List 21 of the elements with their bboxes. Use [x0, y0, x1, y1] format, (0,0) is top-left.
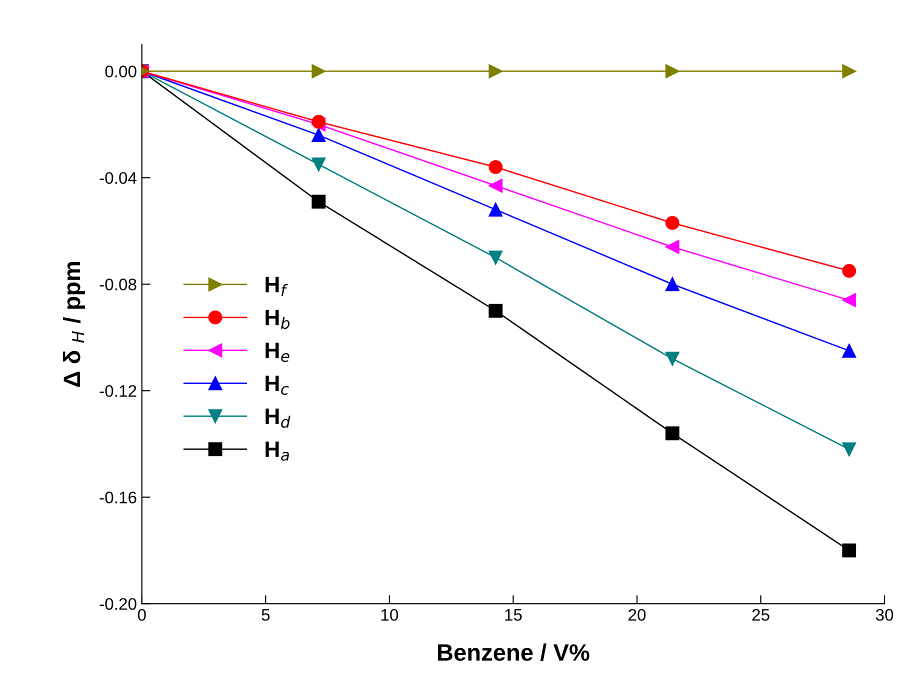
legend-label: H$_{d}$ [266, 408, 290, 428]
y-tick-label: 0.00 [105, 66, 136, 78]
x-axis-title: Benzene / V% [438, 644, 590, 662]
y-tick-label: -0.12 [100, 385, 136, 397]
x-tick-label: 30 [876, 608, 894, 621]
y-axis-title: Δ δ $_{H}$ / ppm [62, 262, 85, 387]
x-tick-label: 0 [138, 608, 146, 621]
legend-label: H$_{f}$ [266, 276, 288, 296]
y-tick-label: -0.04 [100, 172, 137, 184]
legend-label: H$_{a}$ [266, 442, 289, 461]
x-tick-label: 25 [752, 608, 770, 621]
y-tick-label: -0.16 [100, 492, 136, 504]
y-tick-label: -0.20 [100, 598, 136, 610]
x-tick-label: 20 [628, 608, 646, 621]
x-tick-label: 15 [505, 609, 522, 621]
x-tick-label: 5 [262, 609, 270, 621]
legend-label: H$_{c}$ [266, 376, 289, 395]
y-tick-label: -0.08 [100, 278, 136, 290]
legend-label: H$_{b}$ [266, 310, 290, 330]
legend-label: H$_{e}$ [266, 342, 290, 362]
x-tick-label: 10 [381, 608, 398, 621]
